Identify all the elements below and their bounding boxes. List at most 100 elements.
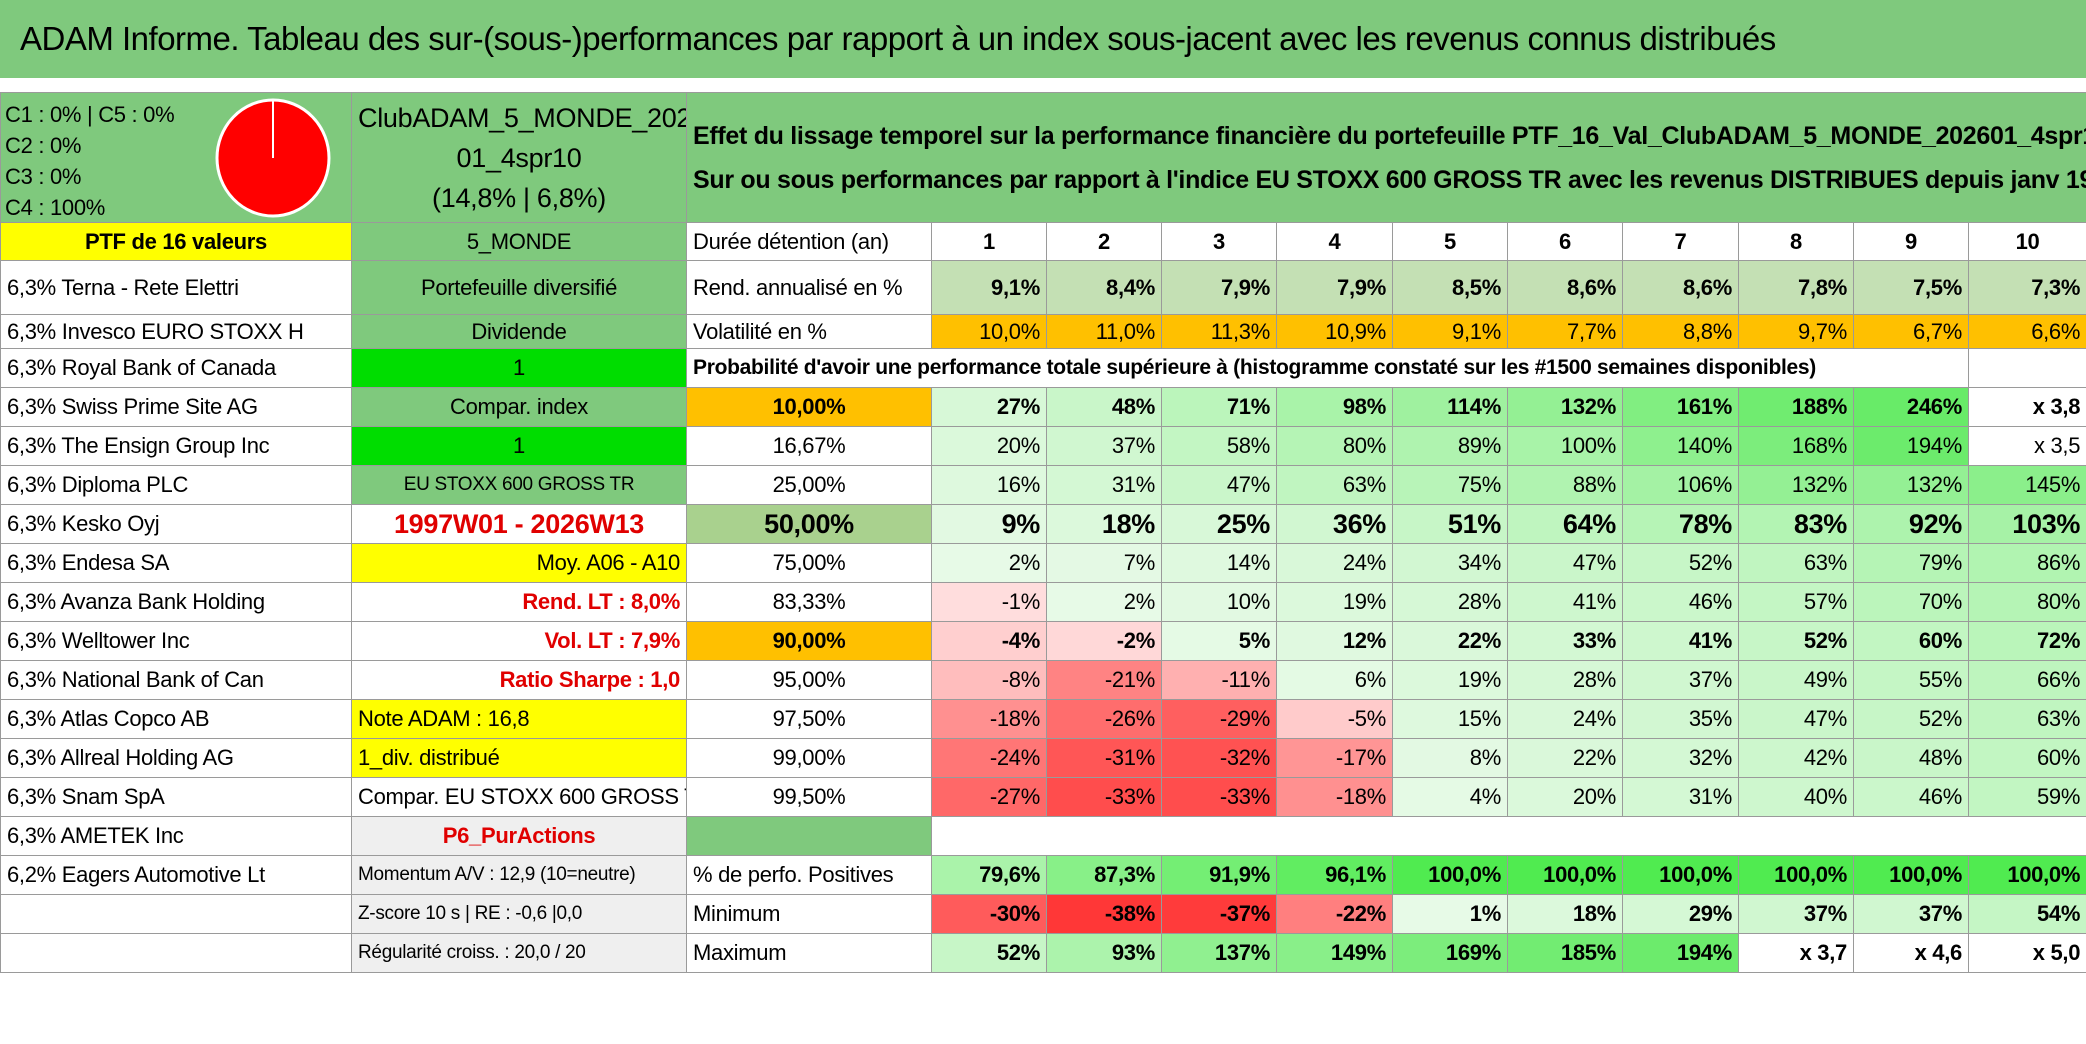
positive-label: % de perfo. Positives [686, 855, 932, 895]
quantile-label: 10,00% [686, 387, 932, 427]
holding-row: 6,2% Eagers Automotive Lt [0, 855, 352, 895]
rend-label: Rend. annualisé en % [686, 260, 932, 315]
max-value: x 3,7 [1738, 933, 1854, 973]
quantile-value: 140% [1622, 426, 1739, 466]
holding-row: 6,3% Royal Bank of Canada [0, 348, 352, 388]
fund-perf: (14,8% | 6,8%) [432, 182, 606, 213]
vol-value: 6,6% [1967, 314, 2086, 349]
quantile-label: 95,00% [686, 660, 932, 700]
quantile-value: 2% [931, 543, 1047, 583]
rend-value: 8,6% [1622, 260, 1739, 315]
quantile-value: -21% [1046, 660, 1162, 700]
quantile-value: 52% [1622, 543, 1739, 583]
empty-cell [930, 816, 2086, 856]
quantile-value: 32% [1622, 738, 1739, 778]
class-c1-c5: C1 : 0% | C5 : 0% [5, 102, 175, 127]
quantile-value: -11% [1161, 660, 1277, 700]
quantile-value: 86% [1967, 543, 2086, 583]
quantile-label: 97,50% [686, 699, 932, 739]
quantile-value: 7% [1046, 543, 1162, 583]
vol-value: 11,3% [1161, 314, 1277, 349]
min-value: -37% [1161, 894, 1277, 934]
quantile-value: 78% [1622, 504, 1739, 544]
max-value: 137% [1161, 933, 1277, 973]
quantile-value: 60% [1967, 738, 2086, 778]
year-header: 7 [1622, 222, 1739, 261]
quantile-value: 71% [1161, 387, 1277, 427]
positive-value: 100,0% [1967, 855, 2086, 895]
quantile-value: 106% [1622, 465, 1739, 505]
holding-row: 6,3% Avanza Bank Holding [0, 582, 352, 622]
page-title: ADAM Informe. Tableau des sur-(sous-)per… [0, 0, 2086, 78]
duration-label: Durée détention (an) [686, 222, 932, 261]
quantile-label: 99,50% [686, 777, 932, 817]
fund-name-cell: ClubADAM_5_MONDE_2026 01_4spr10 (14,8% | 6… [351, 92, 687, 223]
rend-value: 9,1% [931, 260, 1047, 315]
quantile-value: 48% [1046, 387, 1162, 427]
quantile-value: 22% [1507, 738, 1623, 778]
holding-row: 6,3% Diploma PLC [0, 465, 352, 505]
rend-value: 8,6% [1507, 260, 1623, 315]
quantile-value: 49% [1738, 660, 1854, 700]
quantile-value: 98% [1276, 387, 1393, 427]
rend-lt: Rend. LT : 8,0% [351, 582, 687, 622]
quantile-value: 2% [1046, 582, 1162, 622]
quantile-value: 8% [1392, 738, 1508, 778]
quantile-value: -1% [931, 582, 1047, 622]
quantile-value: -4% [931, 621, 1047, 661]
class-list: C1 : 0% | C5 : 0% C2 : 0% C3 : 0% C4 : 1… [5, 99, 175, 222]
max-value: 93% [1046, 933, 1162, 973]
quantile-value: -32% [1161, 738, 1277, 778]
category-label: P6_PurActions [351, 816, 687, 856]
rend-value: 7,9% [1276, 260, 1393, 315]
quantile-value: 47% [1738, 699, 1854, 739]
ptf-label: PTF de 16 valeurs [0, 222, 352, 261]
quantile-value: 18% [1046, 504, 1162, 544]
min-value: 1% [1392, 894, 1508, 934]
year-header: 10 [1967, 222, 2086, 261]
quantile-value: -18% [1276, 777, 1393, 817]
quantile-value: 92% [1853, 504, 1969, 544]
class-c2: C2 : 0% [5, 133, 82, 158]
region-label: 5_MONDE [351, 222, 687, 261]
vol-value: 8,8% [1622, 314, 1739, 349]
quantile-value: 52% [1738, 621, 1854, 661]
min-value: -38% [1046, 894, 1162, 934]
quantile-label: 83,33% [686, 582, 932, 622]
quantile-value: -31% [1046, 738, 1162, 778]
quantile-value: 33% [1507, 621, 1623, 661]
quantile-label: 16,67% [686, 426, 932, 466]
year-header: 3 [1161, 222, 1277, 261]
max-value: 194% [1622, 933, 1739, 973]
quantile-value: 14% [1161, 543, 1277, 583]
quantile-value: 24% [1276, 543, 1393, 583]
avg-label: Moy. A06 - A10 [351, 543, 687, 583]
quantile-value: 34% [1392, 543, 1508, 583]
quantile-value: 16% [931, 465, 1047, 505]
period-label: 1997W01 - 2026W13 [351, 504, 687, 544]
quantile-value: -33% [1046, 777, 1162, 817]
positive-value: 100,0% [1507, 855, 1623, 895]
quantile-value: 88% [1507, 465, 1623, 505]
rend-value: 7,9% [1161, 260, 1277, 315]
vol-value: 10,9% [1276, 314, 1393, 349]
quantile-value: 19% [1392, 660, 1508, 700]
vol-lt: Vol. LT : 7,9% [351, 621, 687, 661]
quantile-value: 60% [1853, 621, 1969, 661]
probability-title: Probabilité d'avoir une performance tota… [686, 348, 1969, 388]
positive-value: 96,1% [1276, 855, 1393, 895]
quantile-value: -5% [1276, 699, 1393, 739]
min-value: 29% [1622, 894, 1739, 934]
class-c3: C3 : 0% [5, 164, 82, 189]
allocation-cell: C1 : 0% | C5 : 0% C2 : 0% C3 : 0% C4 : 1… [0, 92, 352, 223]
quantile-value: 25% [1161, 504, 1277, 544]
quantile-value: 55% [1853, 660, 1969, 700]
positive-value: 100,0% [1622, 855, 1739, 895]
quantile-value: -2% [1046, 621, 1162, 661]
max-value: 185% [1507, 933, 1623, 973]
max-value: 169% [1392, 933, 1508, 973]
year-header: 8 [1738, 222, 1854, 261]
quantile-value: 28% [1392, 582, 1508, 622]
holding-row: 6,3% Snam SpA [0, 777, 352, 817]
positive-value: 100,0% [1392, 855, 1508, 895]
